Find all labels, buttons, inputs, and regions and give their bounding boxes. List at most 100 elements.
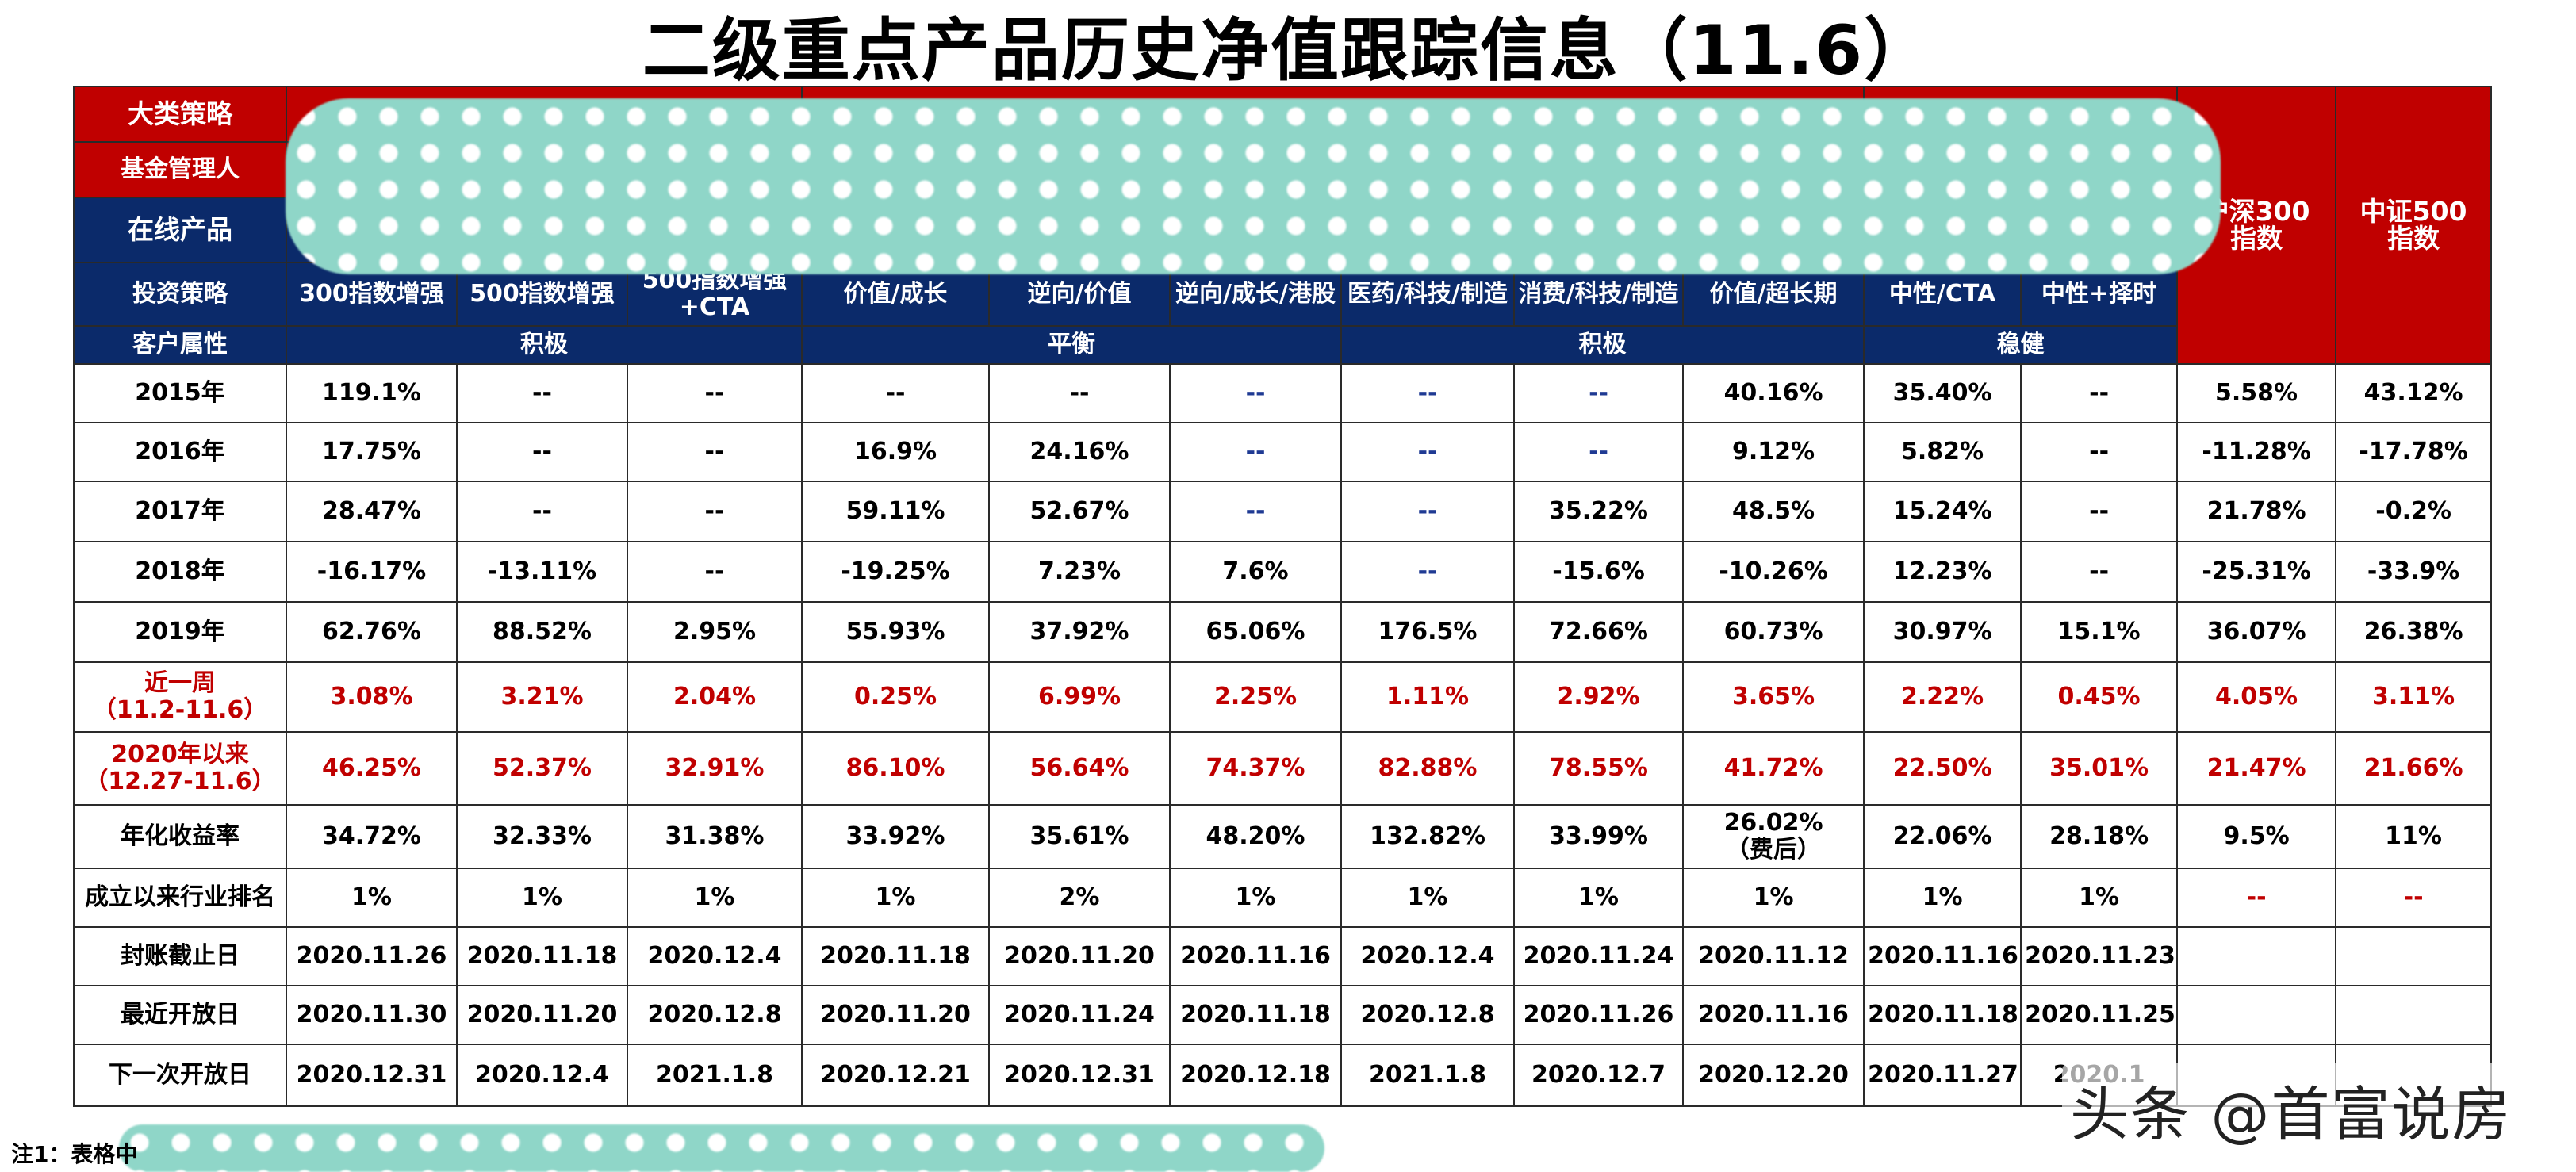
table-cell: 86.10% xyxy=(801,731,991,806)
watermark-text: 头条 @首富说房 xyxy=(2070,1081,2513,1149)
table-cell: 26.38% xyxy=(2335,601,2493,663)
table-cell: 2020.12.8 xyxy=(1340,985,1516,1045)
table-cell: -16.17% xyxy=(286,541,458,603)
table-cell: 2020.11.30 xyxy=(286,985,458,1045)
table-cell: 2.95% xyxy=(626,601,803,663)
table-cell: 72.66% xyxy=(1513,601,1685,663)
table-cell: 36.07% xyxy=(2176,601,2337,663)
table-cell: 2020.11.20 xyxy=(988,926,1171,986)
table-cell: 52.37% xyxy=(456,731,628,806)
table-cell: 2020.12.4 xyxy=(1340,926,1516,986)
row-label-product: 在线产品 xyxy=(73,197,287,263)
table-cell: 52.67% xyxy=(988,481,1171,542)
table-cell: -33.9% xyxy=(2335,541,2493,603)
table-cell: 2021.1.8 xyxy=(626,1044,803,1107)
table-cell: -- xyxy=(626,541,803,603)
table-row: 近一周 （11.2-11.6） 3.08% 3.21% 2.04% 0.25% 6.99%… xyxy=(73,661,2493,733)
table-cell: 2020.12.21 xyxy=(801,1044,991,1107)
table-cell: 2.25% xyxy=(1169,661,1343,733)
row-label-manager: 基金管理人 xyxy=(73,141,287,198)
table-cell: 15.24% xyxy=(1863,481,2022,542)
table-cell: 21.66% xyxy=(2335,731,2493,806)
table-cell: 1% xyxy=(2020,868,2179,928)
table-row: 2017年 28.47% -- -- 59.11% 52.67% -- -- 35.22% 48.… xyxy=(73,481,2493,542)
table-cell: 88.52% xyxy=(456,601,628,663)
page-title: 二级重点产品历史净值跟踪信息（11.6） xyxy=(642,11,1934,90)
table-row: 2019年 62.76% 88.52% 2.95% 55.93% 37.92% 65.06%… xyxy=(73,601,2493,663)
table-cell: -- xyxy=(1340,481,1516,542)
row-label: 成立以来行业排名 xyxy=(73,868,287,928)
table-cell: -- xyxy=(1169,422,1343,482)
table-cell: 17.75% xyxy=(286,422,458,482)
table-cell xyxy=(2176,985,2337,1045)
table-cell: -19.25% xyxy=(801,541,991,603)
table-cell: 2.22% xyxy=(1863,661,2022,733)
table-cell: 2% xyxy=(988,868,1171,928)
table-cell: 12.23% xyxy=(1863,541,2022,603)
table-cell: 1.11% xyxy=(1340,661,1516,733)
row-label-category: 大类策略 xyxy=(73,86,287,143)
table-cell: -- xyxy=(456,363,628,423)
table-cell: 59.11% xyxy=(801,481,991,542)
table-cell: 2020.11.20 xyxy=(801,985,991,1045)
table-cell: 2020.12.31 xyxy=(286,1044,458,1107)
table-cell: 1% xyxy=(626,868,803,928)
table-cell: 2020.12.20 xyxy=(1682,1044,1865,1107)
row-label-client: 客户属性 xyxy=(73,325,287,365)
table-cell: 176.5% xyxy=(1340,601,1516,663)
table-row: 2016年 17.75% -- -- 16.9% 24.16% -- -- -- 9.12% 5.8… xyxy=(73,422,2493,482)
table-cell: 3.21% xyxy=(456,661,628,733)
table-cell: 2020.11.27 xyxy=(1863,1044,2022,1107)
table-cell: 82.88% xyxy=(1340,731,1516,806)
table-cell: -- xyxy=(801,363,991,423)
table-cell: 5.82% xyxy=(1863,422,2022,482)
table-cell: 1% xyxy=(1513,868,1685,928)
table-cell: 32.91% xyxy=(626,731,803,806)
table-cell: -25.31% xyxy=(2176,541,2337,603)
table-cell: -- xyxy=(626,422,803,482)
footnote: 注1：表格中 xyxy=(11,1141,138,1167)
table-cell: 65.06% xyxy=(1169,601,1343,663)
table-cell: 2020.11.18 xyxy=(1169,985,1343,1045)
table-cell: 35.22% xyxy=(1513,481,1685,542)
watermark-background xyxy=(2062,1063,2554,1142)
client-quant: 积极 xyxy=(285,325,803,365)
table-cell: -- xyxy=(456,422,628,482)
table-cell: -- xyxy=(1513,422,1685,482)
table-cell: 2020.11.24 xyxy=(1513,926,1685,986)
table-cell xyxy=(2176,926,2337,986)
table-cell: 28.47% xyxy=(286,481,458,542)
table-cell: 34.72% xyxy=(286,804,458,869)
table-cell: 21.78% xyxy=(2176,481,2337,542)
table-cell: 1% xyxy=(456,868,628,928)
table-cell: 7.23% xyxy=(988,541,1171,603)
table-cell: 35.40% xyxy=(1863,363,2022,423)
table-cell: -10.26% xyxy=(1682,541,1865,603)
table-cell: 9.12% xyxy=(1682,422,1865,482)
table-cell: -- xyxy=(1340,541,1516,603)
client-aggressive: 积极 xyxy=(1340,325,1865,365)
table-cell: 15.1% xyxy=(2020,601,2179,663)
table-cell: 35.61% xyxy=(988,804,1171,869)
table-cell: 7.6% xyxy=(1169,541,1343,603)
table-cell: 31.38% xyxy=(626,804,803,869)
table-cell: 2020.11.24 xyxy=(988,985,1171,1045)
table-row: 2018年 -16.17% -13.11% -- -19.25% 7.23% 7.6% -- -… xyxy=(73,541,2493,603)
table-cell: 22.06% xyxy=(1863,804,2022,869)
table-row: 最近开放日 2020.11.30 2020.11.20 2020.12.8 2020.1… xyxy=(73,985,2493,1045)
table-cell: 2020.11.26 xyxy=(286,926,458,986)
table-cell: 2020.12.31 xyxy=(988,1044,1171,1107)
row-label: 封账截止日 xyxy=(73,926,287,986)
table-cell: 48.20% xyxy=(1169,804,1343,869)
table-row: 年化收益率 34.72% 32.33% 31.38% 33.92% 35.61% 48.20… xyxy=(73,804,2493,869)
table-cell: -- xyxy=(2335,868,2493,928)
index-header-zz500: 中证500 指数 xyxy=(2335,86,2493,365)
table-cell: 56.64% xyxy=(988,731,1171,806)
table-row: 成立以来行业排名 1% 1% 1% 1% 2% 1% 1% 1% 1% 1% 1% -- -- xyxy=(73,868,2493,928)
table-cell: -- xyxy=(1340,422,1516,482)
table-cell: -- xyxy=(626,481,803,542)
row-label: 2020年以来 （12.27-11.6） xyxy=(73,731,287,806)
table-cell: 3.08% xyxy=(286,661,458,733)
row-label-strategy: 投资策略 xyxy=(73,262,287,327)
row-label: 2018年 xyxy=(73,541,287,603)
